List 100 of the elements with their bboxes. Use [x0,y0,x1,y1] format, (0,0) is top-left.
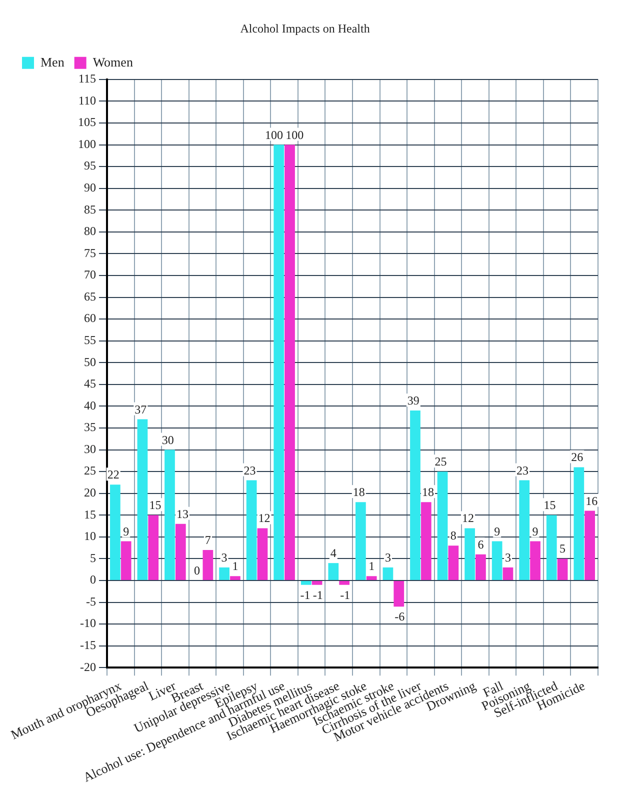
bar [546,515,557,580]
legend-label: Men [40,54,65,70]
y-tick-label: 25 [84,464,96,478]
y-tick-label: 95 [84,158,96,173]
bar [502,567,514,580]
data-label: 23 [516,463,529,478]
y-tick-label: 40 [84,398,96,412]
bar [382,567,394,580]
y-tick-label: 50 [84,354,96,369]
data-label: 12 [258,511,270,526]
data-label: 16 [586,494,598,508]
data-label: 26 [571,450,584,464]
bar [574,467,584,580]
bar [476,554,486,580]
bar [410,410,420,580]
bar [328,563,339,580]
bar [300,581,312,585]
data-label: 12 [462,511,474,526]
y-tick-label: 65 [84,289,96,304]
data-label: 22 [107,468,120,482]
bar [530,541,540,580]
y-tick-label: 0 [90,572,96,587]
data-label: 4 [330,546,336,560]
data-label: -6 [394,610,405,624]
y-tick-label: 105 [78,115,96,130]
y-tick-label: 110 [78,93,96,108]
y-tick-label: 15 [84,507,96,522]
bar [584,510,595,580]
y-tick-label: 5 [90,550,96,565]
data-label: 25 [434,454,447,469]
y-tick-label: -20 [80,660,96,674]
y-tick-label: -10 [80,616,96,630]
bar [437,472,448,580]
legend-label: Women [92,54,134,70]
data-label: 3 [384,550,391,564]
bar [339,581,350,585]
y-tick-label: 70 [84,268,96,282]
bar [366,576,377,580]
bar [257,528,268,580]
data-label: 1 [368,559,375,574]
bar [356,502,366,580]
y-tick-label: 85 [84,202,96,216]
y-tick-label: 115 [78,72,96,86]
bar [175,524,186,580]
data-label: 37 [134,402,147,416]
y-tick-label: 20 [84,486,96,500]
data-label: 100 [286,128,304,142]
bar [420,502,432,580]
y-tick-label: 90 [84,180,96,194]
data-label: 9 [494,524,500,538]
y-tick-label: -15 [80,638,96,652]
bar [492,541,502,580]
data-label: -1 [300,588,310,602]
bar [202,550,214,580]
data-label: 15 [149,498,162,512]
bar [246,480,257,580]
bar [230,576,240,580]
data-label: 18 [352,485,365,500]
bar [284,144,295,580]
data-label: 1 [232,559,238,574]
y-tick-label: -5 [86,594,96,608]
chart-title: Alcohol Impacts on Health [240,21,370,36]
bar [394,581,404,607]
y-tick-label: 35 [84,420,96,434]
data-label: 15 [544,498,556,512]
y-tick-label: 55 [84,333,96,347]
data-label: -1 [340,588,350,602]
bar [219,567,230,580]
y-tick-label: 60 [84,311,96,326]
data-label: -1 [312,588,323,602]
data-label: 30 [162,432,174,447]
bar [312,581,322,585]
y-tick-label: 80 [84,224,96,238]
y-tick-label: 10 [84,529,96,544]
data-label: 18 [422,485,434,500]
data-label: 8 [450,528,456,543]
bar [148,515,159,580]
bar [120,541,132,580]
data-label: 0 [194,564,200,578]
bar [110,484,120,580]
bar [519,480,530,580]
bar [557,558,568,580]
data-label: 5 [560,542,566,556]
bar [274,144,284,580]
y-tick-label: 30 [84,442,96,456]
bar [164,450,175,580]
bar [448,546,459,580]
bar [137,419,148,580]
data-label: 7 [204,533,211,547]
data-label: 23 [244,463,256,478]
data-label: 3 [504,550,511,564]
y-tick-label: 45 [84,376,96,391]
data-label: 39 [407,394,420,408]
data-label: 6 [478,537,484,552]
data-label: 9 [123,524,130,538]
data-label: 13 [176,506,188,521]
data-label: 9 [532,524,538,538]
y-tick-label: 100 [78,136,96,151]
y-tick-label: 75 [84,246,96,260]
bar [464,528,475,580]
